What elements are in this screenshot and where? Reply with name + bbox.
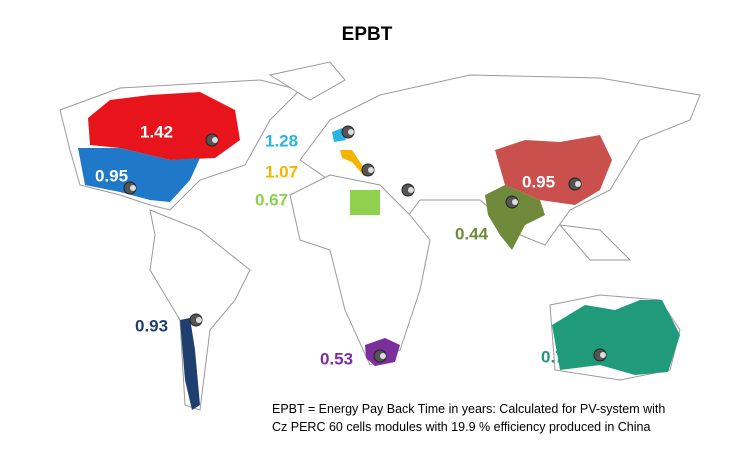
region-shape bbox=[180, 318, 200, 410]
panel-icon bbox=[380, 353, 386, 359]
value-label: 0.74 bbox=[541, 347, 575, 366]
panel-icon bbox=[512, 199, 518, 205]
panel-icon bbox=[196, 317, 202, 323]
region-shape bbox=[485, 185, 545, 250]
value-label: 1.07 bbox=[265, 162, 298, 181]
regions bbox=[78, 92, 680, 410]
value-label: 0.53 bbox=[320, 349, 353, 368]
panel-icon bbox=[408, 187, 414, 193]
map-title: EPBT bbox=[342, 24, 393, 45]
value-label: 0.67 bbox=[255, 190, 288, 209]
panel-icon bbox=[130, 185, 136, 191]
region-shape bbox=[552, 300, 680, 375]
panel-icon bbox=[600, 352, 606, 358]
value-label: 0.93 bbox=[135, 316, 168, 335]
region-shape bbox=[350, 190, 380, 215]
region-shape bbox=[495, 135, 612, 205]
value-label: 0.95 bbox=[522, 172, 555, 191]
region-shape bbox=[78, 148, 200, 202]
region-shape bbox=[88, 92, 240, 160]
note-line: Cz PERC 60 cells modules with 19.9 % eff… bbox=[272, 420, 650, 434]
panel-icon bbox=[575, 181, 581, 187]
value-label: 0.44 bbox=[455, 224, 489, 243]
value-label: 1.42 bbox=[140, 122, 173, 141]
panel-icon bbox=[212, 137, 218, 143]
panel-icon bbox=[368, 167, 374, 173]
panel-icon bbox=[348, 129, 354, 135]
note-line: EPBT = Energy Pay Back Time in years: Ca… bbox=[272, 402, 665, 416]
value-label: 0.95 bbox=[95, 166, 128, 185]
value-label: 1.28 bbox=[265, 131, 298, 150]
